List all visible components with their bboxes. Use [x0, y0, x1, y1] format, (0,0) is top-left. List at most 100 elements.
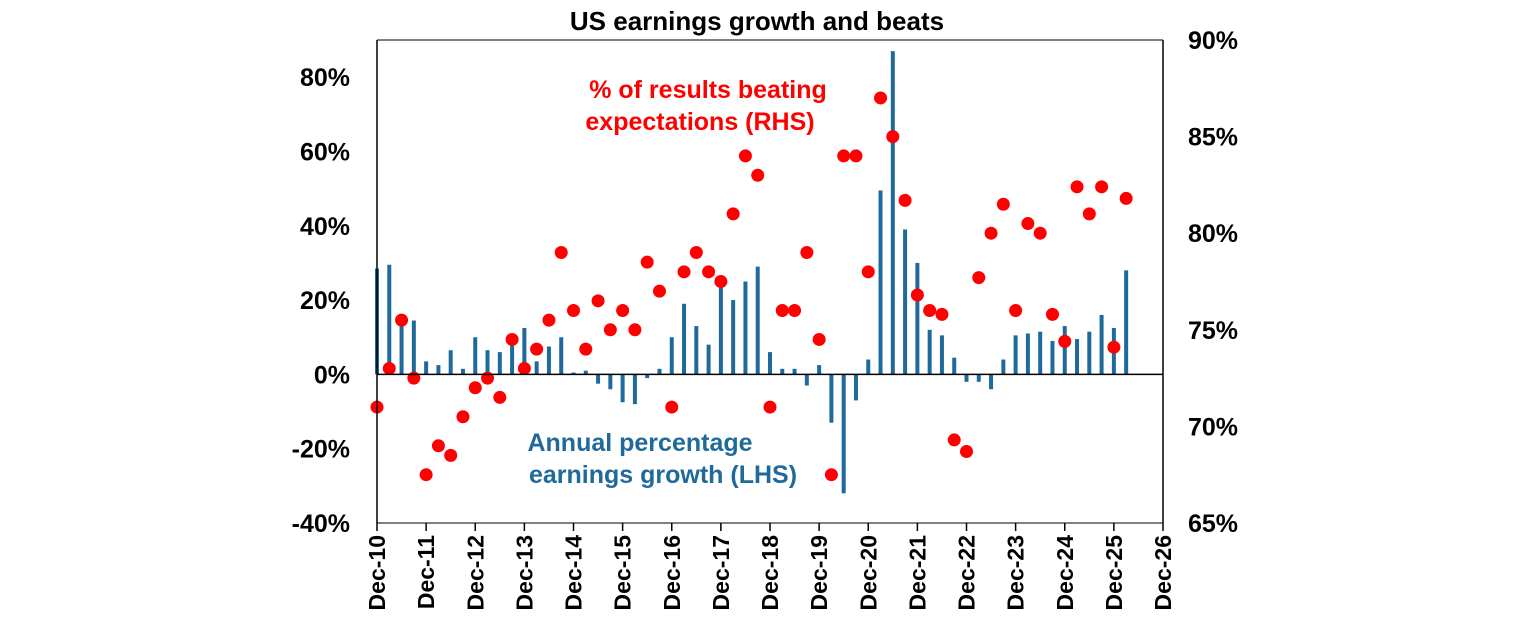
scatter-point	[591, 294, 605, 308]
bar	[448, 350, 453, 375]
x-tick-label: Dec-24	[1052, 535, 1078, 611]
bar	[1013, 335, 1018, 375]
x-tick-label: Dec-21	[904, 535, 930, 611]
bar	[804, 374, 809, 386]
annotation-growth-line2: earnings growth (LHS)	[529, 461, 797, 489]
bar	[1001, 359, 1006, 375]
scatter-point	[726, 207, 740, 221]
right-tick-label: 90%	[1188, 27, 1238, 55]
bar	[411, 320, 416, 375]
bar	[1099, 314, 1104, 375]
scatter-point	[628, 323, 642, 337]
scatter-point	[763, 400, 777, 414]
scatter-point	[1045, 307, 1059, 321]
right-axis: 65% 70% 75% 80% 85% 90%	[1188, 27, 1238, 538]
bar	[780, 368, 785, 375]
scatter-point	[886, 130, 900, 144]
bar	[1087, 331, 1092, 375]
scatter-point	[1058, 334, 1072, 348]
bar	[718, 277, 723, 375]
annotation-beats-line2: expectations (RHS)	[585, 108, 814, 136]
scatter-point	[996, 197, 1010, 211]
scatter-point	[407, 371, 421, 385]
bar	[853, 374, 858, 401]
bar	[522, 327, 527, 375]
bar	[903, 229, 908, 375]
scatter-point	[677, 265, 691, 279]
x-tick-label: Dec-13	[511, 535, 537, 610]
bar	[596, 374, 601, 384]
scatter-point	[579, 342, 593, 356]
x-tick-label: Dec-22	[954, 535, 980, 610]
bar	[620, 374, 625, 403]
scatter-point	[481, 371, 495, 385]
bar	[473, 337, 478, 375]
right-tick-label: 75%	[1188, 317, 1238, 345]
bar	[952, 357, 957, 375]
scatter-point	[824, 468, 838, 482]
scatter-point	[444, 448, 458, 462]
scatter-point	[419, 468, 433, 482]
scatter-point	[812, 332, 826, 346]
left-tick-label: 80%	[300, 64, 350, 92]
scatter-point	[468, 381, 482, 395]
scatter-point	[689, 246, 703, 260]
scatter-point	[652, 284, 666, 298]
annotation-growth: Annual percentage earnings growth (LHS)	[527, 429, 797, 489]
x-tick-label: Dec-19	[806, 535, 832, 610]
scatter-point	[1082, 207, 1096, 221]
bar	[878, 190, 883, 375]
x-tick-label: Dec-12	[462, 535, 488, 610]
bar	[1075, 339, 1080, 375]
scatter-point	[960, 445, 973, 459]
scatter-point	[1070, 180, 1084, 194]
scatter-point	[542, 313, 556, 327]
scatter-point	[1033, 226, 1047, 240]
bar	[866, 359, 871, 375]
scatter-point	[382, 361, 396, 375]
bar	[682, 303, 687, 375]
scatter-point	[1107, 340, 1121, 354]
right-tick-label: 70%	[1188, 413, 1238, 441]
annotation-growth-line1: Annual percentage	[527, 429, 752, 457]
scatter-point	[1021, 217, 1035, 231]
x-tick-label: Dec-17	[708, 535, 734, 610]
left-tick-label: 60%	[300, 138, 350, 166]
scatter-point	[616, 303, 630, 317]
scatter-point	[947, 433, 961, 447]
scatter-series-beats	[370, 91, 1133, 482]
scatter-point	[837, 149, 851, 163]
annotation-beats: % of results beating expectations (RHS)	[585, 76, 826, 136]
x-tick-label: Dec-26	[1150, 535, 1176, 610]
x-tick-label: Dec-18	[757, 535, 783, 611]
left-tick-label: 40%	[300, 213, 350, 241]
left-tick-label: 0%	[314, 361, 350, 389]
scatter-point	[800, 246, 814, 260]
scatter-point	[1119, 191, 1133, 205]
bar	[976, 374, 981, 382]
bar	[731, 300, 736, 375]
bar	[534, 361, 539, 375]
bar	[460, 368, 465, 375]
x-tick-label: Dec-20	[855, 535, 881, 610]
bar	[645, 374, 650, 379]
scatter-point	[505, 332, 519, 346]
scatter-point	[874, 91, 888, 105]
scatter-point	[567, 303, 580, 317]
bar	[424, 361, 429, 375]
bar	[436, 365, 441, 375]
left-tick-label: 20%	[300, 287, 350, 315]
scatter-point	[849, 149, 863, 163]
bar	[1038, 331, 1043, 375]
bar	[927, 329, 932, 375]
scatter-point	[935, 307, 949, 321]
right-tick-label: 85%	[1188, 124, 1238, 152]
bar	[669, 337, 674, 375]
bar	[829, 374, 834, 423]
bar	[841, 374, 846, 494]
scatter-point	[751, 168, 765, 182]
x-tick-label: Dec-14	[561, 535, 587, 611]
scatter-point	[910, 288, 924, 302]
bar	[915, 262, 920, 375]
bar	[964, 374, 969, 382]
